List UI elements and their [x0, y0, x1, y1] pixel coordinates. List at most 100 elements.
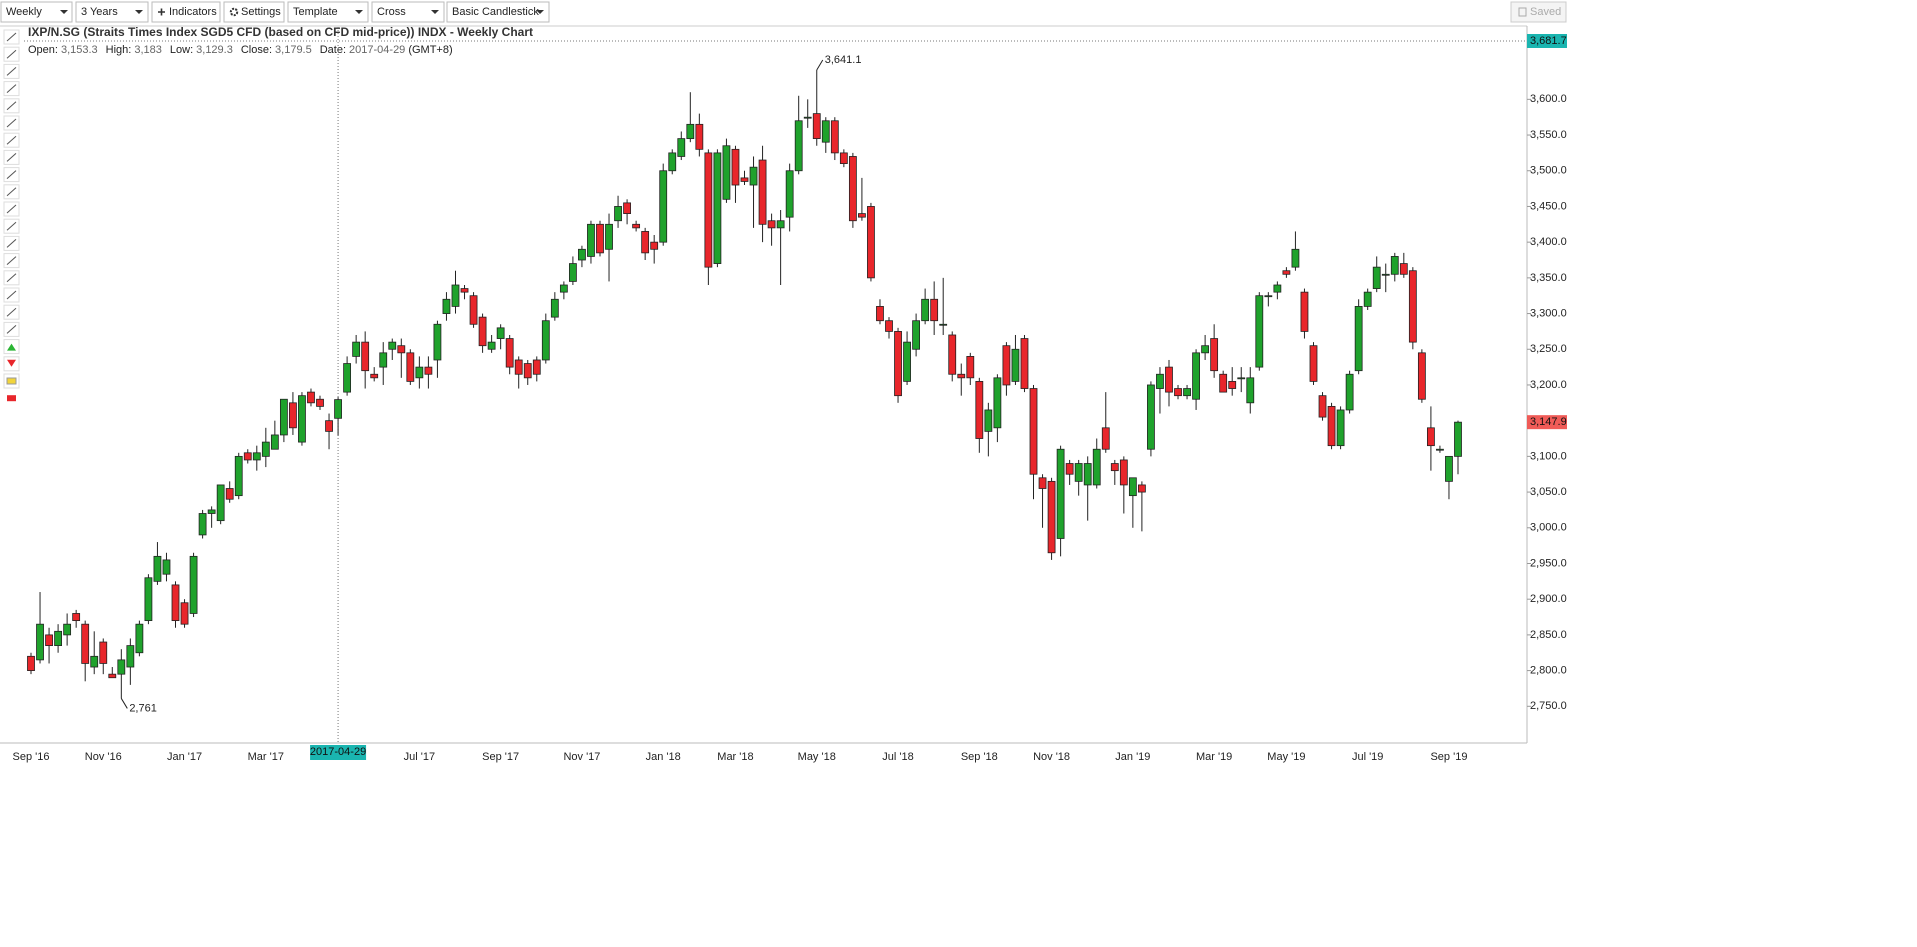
- candle-body: [1445, 455, 1453, 482]
- x-tick-label: Mar '18: [717, 751, 753, 763]
- chart-title: IXP/N.SG (Straits Times Index SGD5 CFD (…: [28, 25, 533, 39]
- candle-body: [930, 298, 939, 322]
- x-tick-label: Jan '17: [167, 751, 202, 763]
- candle-body: [1282, 270, 1291, 275]
- candle-body: [1101, 427, 1110, 450]
- tool-icon: [6, 153, 17, 162]
- caret: [431, 10, 439, 14]
- tool-icon: [7, 359, 16, 367]
- info-value: 3,179.5: [275, 44, 312, 56]
- settings-label: Settings: [241, 6, 281, 18]
- info-label: Low:: [170, 44, 193, 56]
- y-tick-label: 3,250.0: [1530, 343, 1567, 355]
- saved-label: Saved: [1530, 6, 1561, 18]
- tool-icon: [6, 204, 17, 214]
- candle-body: [325, 420, 333, 432]
- candle-body: [45, 634, 53, 647]
- indicators-button[interactable]: [151, 1, 221, 23]
- tool-icon: [6, 101, 17, 111]
- candle-body: [740, 177, 749, 182]
- y-tick-label: 3,350.0: [1530, 272, 1567, 284]
- x-tick-label: Mar '17: [248, 751, 284, 763]
- candle-body: [298, 395, 306, 443]
- tool-icon: [7, 343, 16, 351]
- candle-body: [848, 156, 857, 222]
- caret: [60, 10, 68, 14]
- candle-body: [198, 513, 207, 536]
- candle-body: [496, 327, 505, 339]
- candle-body: [1119, 459, 1128, 486]
- y-tick-label: 2,800.0: [1530, 664, 1567, 676]
- template-dropdown[interactable]: [287, 1, 369, 23]
- candle-body: [1156, 373, 1164, 389]
- y-tick-label: 2,900.0: [1530, 593, 1567, 605]
- candle-body: [1264, 295, 1273, 298]
- candle-body: [370, 373, 379, 379]
- tool-icon: [6, 84, 17, 93]
- settings-button[interactable]: [223, 1, 285, 23]
- candle-body: [1128, 477, 1137, 497]
- candle-body: [1137, 484, 1146, 493]
- y-tick-label: 2,850.0: [1530, 629, 1567, 641]
- crosshair-y-label: 3,681.7: [1530, 35, 1567, 47]
- candle-body: [812, 113, 821, 140]
- candle-body: [1056, 448, 1065, 539]
- tool-icon: [6, 67, 17, 76]
- candle-body: [1165, 366, 1173, 393]
- candle-body: [1255, 295, 1264, 368]
- tool-icon: [6, 118, 17, 128]
- info-label: Date:: [320, 44, 346, 56]
- candle-body: [1417, 352, 1426, 400]
- candle-body: [885, 320, 893, 332]
- candle-body: [126, 645, 135, 668]
- y-tick-label: 3,200.0: [1530, 379, 1567, 391]
- y-tick-label: 2,750.0: [1530, 700, 1567, 712]
- candle-body: [605, 223, 613, 250]
- candle-body: [1029, 388, 1038, 475]
- interval-label: Weekly: [6, 6, 42, 18]
- candle-body: [108, 673, 117, 679]
- y-tick-label: 3,550.0: [1530, 129, 1567, 141]
- style-dropdown[interactable]: [446, 1, 550, 23]
- toolbar: Weekly 3 Years Indicators Settings Templ…: [0, 1, 1567, 23]
- range-dropdown[interactable]: [75, 1, 149, 23]
- candle-body: [261, 441, 270, 457]
- cursor-dropdown[interactable]: [371, 1, 445, 23]
- caret: [536, 10, 544, 14]
- candle-body: [713, 152, 722, 264]
- candle-body: [252, 452, 261, 461]
- candle-body: [957, 373, 966, 379]
- candle-body: [1372, 266, 1381, 289]
- interval-dropdown[interactable]: [0, 1, 73, 23]
- tool-icon: [6, 32, 17, 42]
- x-tick-label: Nov '18: [1033, 751, 1070, 763]
- candle-body: [144, 577, 153, 622]
- candle-body: [632, 223, 641, 229]
- info-value: 3,183: [134, 44, 162, 56]
- tool-icon: [7, 395, 16, 402]
- candle-body: [1065, 463, 1074, 475]
- caret: [355, 10, 363, 14]
- candle-body: [587, 223, 595, 257]
- candle-body: [1246, 377, 1255, 404]
- candle-body: [523, 363, 532, 379]
- tool-icon: [6, 239, 17, 248]
- y-tick-label: 3,450.0: [1530, 200, 1567, 212]
- candle-body: [307, 391, 315, 404]
- candle-body: [334, 399, 342, 419]
- candle-body: [388, 341, 397, 350]
- candle-body: [72, 613, 81, 622]
- saved-button[interactable]: [1510, 1, 1567, 23]
- plot: Open: 3,153.3 High: 3,183 Low: 3,129.3 Close: 3…: [13, 27, 1567, 763]
- candle-body: [659, 170, 668, 243]
- annotation-leader: [120, 698, 128, 709]
- candle-body: [1399, 263, 1408, 275]
- candle-body: [487, 341, 496, 350]
- candle-body: [361, 341, 370, 372]
- candle-body: [270, 434, 279, 450]
- candle-body: [903, 341, 911, 382]
- x-tick-label: Sep '18: [961, 751, 998, 763]
- candle-body: [54, 630, 62, 647]
